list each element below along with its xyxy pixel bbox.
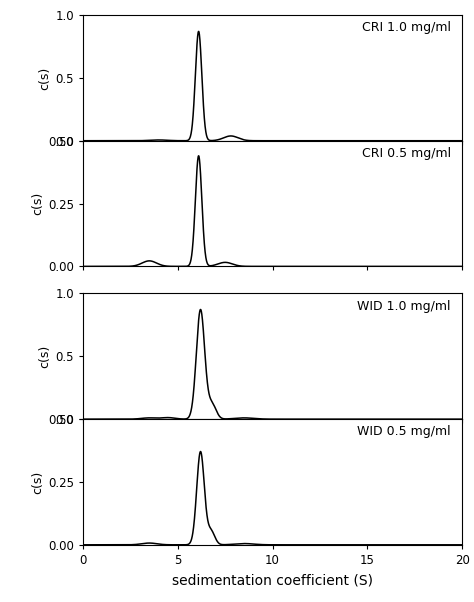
Y-axis label: c(s): c(s)	[31, 470, 44, 494]
Text: CRI 0.5 mg/ml: CRI 0.5 mg/ml	[362, 147, 451, 160]
Text: WID 1.0 mg/ml: WID 1.0 mg/ml	[357, 300, 451, 313]
Y-axis label: c(s): c(s)	[38, 345, 51, 368]
X-axis label: sedimentation coefficient (S): sedimentation coefficient (S)	[172, 574, 373, 588]
Y-axis label: c(s): c(s)	[31, 192, 44, 215]
Y-axis label: c(s): c(s)	[38, 66, 51, 90]
Text: CRI 1.0 mg/ml: CRI 1.0 mg/ml	[362, 21, 451, 34]
Text: WID 0.5 mg/ml: WID 0.5 mg/ml	[357, 426, 451, 438]
